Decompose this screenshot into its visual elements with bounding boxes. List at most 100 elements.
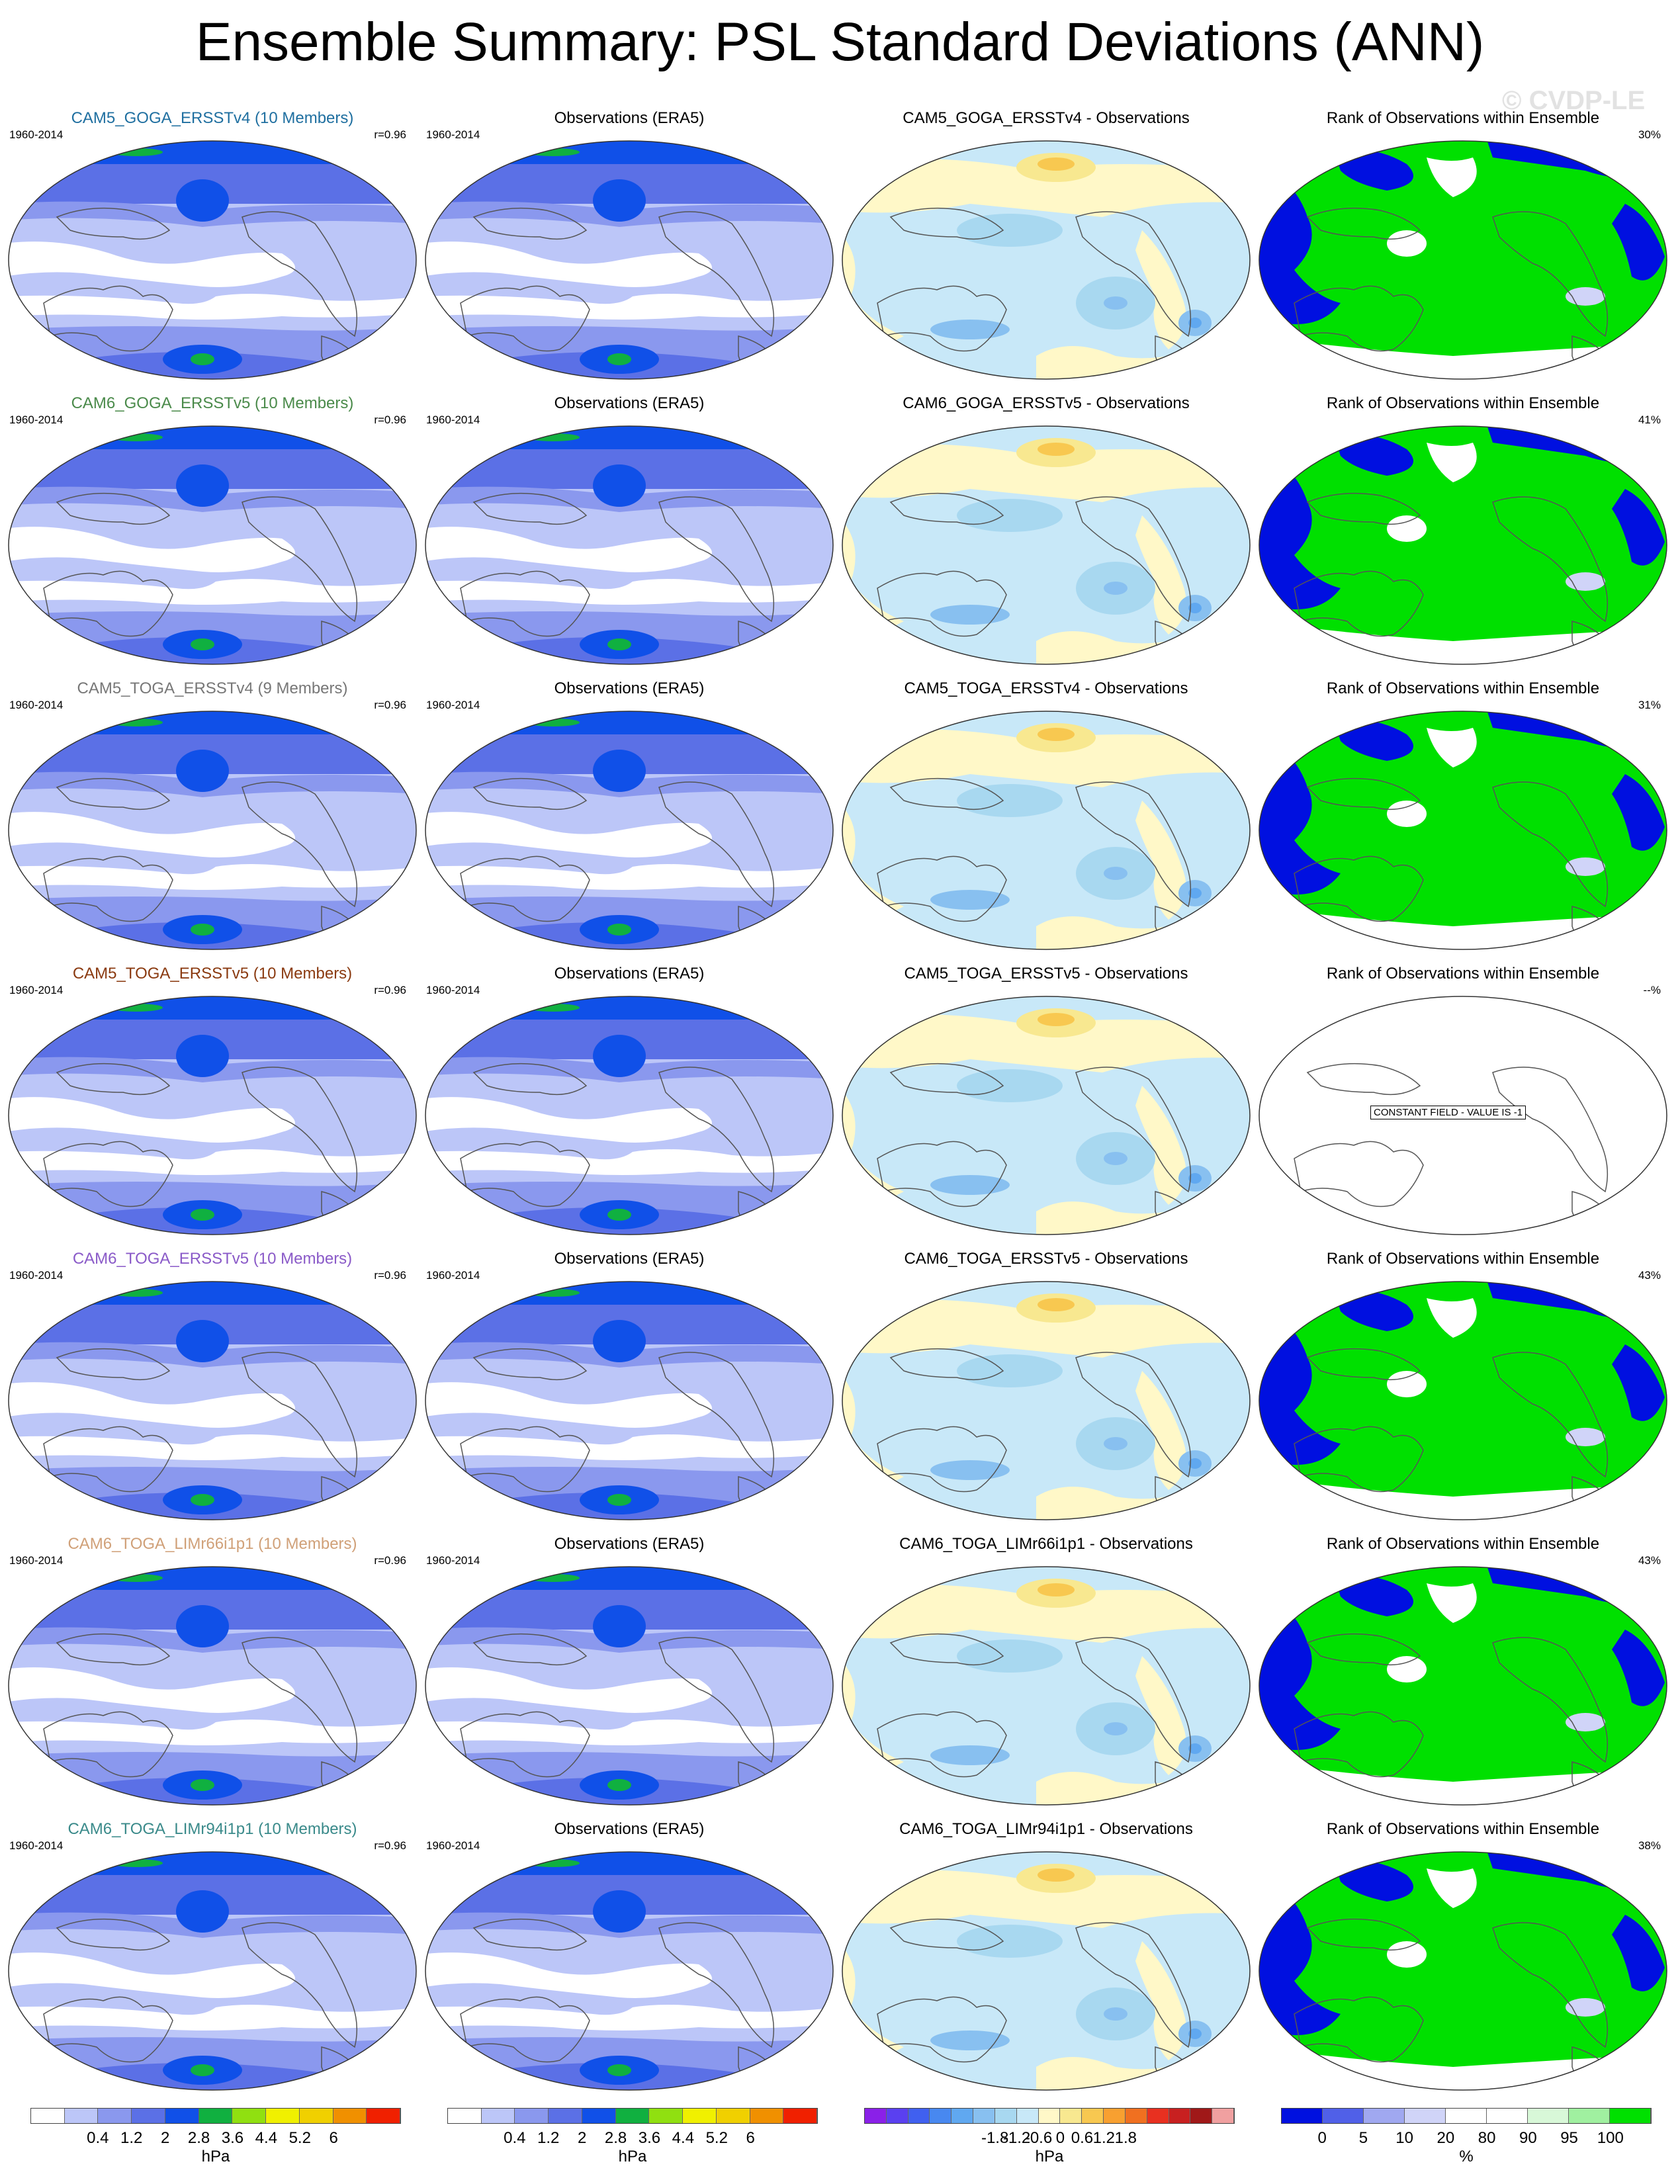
obs-panel-map (425, 425, 834, 665)
color-swatch (1212, 2109, 1235, 2123)
tick-label: -0.6 (1024, 2129, 1053, 2147)
panel-title: Observations (ERA5) (554, 1820, 705, 1838)
color-swatch (1405, 2109, 1446, 2123)
obs-panel: Observations (ERA5) 1960-2014 (421, 384, 838, 670)
tick-label: 1.8 (1114, 2129, 1137, 2147)
pattern-correlation: r=0.96 (374, 128, 406, 141)
tick-label: 3.6 (638, 2129, 661, 2147)
color-swatch (1487, 2109, 1528, 2123)
color-swatch (1147, 2109, 1169, 2123)
obs-panel-map (425, 140, 834, 380)
year-range: 1960-2014 (426, 984, 480, 996)
diff-panel: CAM5_GOGA_ERSSTv4 - Observations (838, 99, 1255, 384)
year-range: 1960-2014 (9, 984, 64, 996)
color-swatch (865, 2109, 887, 2123)
color-swatch (515, 2109, 549, 2123)
tick-label: 5 (1358, 2129, 1368, 2147)
color-swatch (1610, 2109, 1651, 2123)
obs-panel-map (425, 996, 834, 1235)
panel-title: Rank of Observations within Ensemble (1326, 1535, 1600, 1553)
obs-panel: Observations (ERA5) 1960-2014 (421, 1525, 838, 1810)
color-swatch (951, 2109, 974, 2123)
year-range: 1960-2014 (426, 128, 480, 141)
colorbar-rank-swatches (1281, 2108, 1652, 2124)
rank-panel: Rank of Observations within Ensemble --% C… (1255, 955, 1671, 1240)
diff-panel-map (842, 711, 1251, 950)
color-swatch (1569, 2109, 1610, 2123)
unit-label: % (1459, 2148, 1474, 2165)
color-swatch (716, 2109, 750, 2123)
tick-label: 100 (1597, 2129, 1624, 2147)
model-panel-map (8, 1851, 417, 2091)
tick-label: 0 (1055, 2129, 1065, 2147)
color-swatch (266, 2109, 300, 2123)
colorbar-difference-ticks: -1.8 -1.2 -0.6 0 0.6 1.2 1.8 (864, 2129, 1235, 2149)
panel-title: Observations (ERA5) (554, 109, 705, 127)
figure-row: CAM5_TOGA_ERSSTv4 (9 Members) 1960-2014 r=… (0, 670, 1680, 955)
color-swatch (232, 2109, 267, 2123)
colorbar-rank-ticks: 0 5 10 20 80 90 95 100 (1281, 2129, 1652, 2149)
color-swatch (1190, 2109, 1213, 2123)
color-swatch (1016, 2109, 1039, 2123)
rank-panel: Rank of Observations within Ensemble 30% (1255, 99, 1671, 384)
page-title: Ensemble Summary: PSL Standard Deviation… (195, 12, 1485, 72)
color-swatch (930, 2109, 952, 2123)
color-swatch (64, 2109, 99, 2123)
obs-panel-map (425, 711, 834, 950)
diff-panel: CAM6_TOGA_ERSSTv5 - Observations (838, 1240, 1255, 1525)
panel-title: Rank of Observations within Ensemble (1326, 1820, 1600, 1838)
watermark: © CVDP-LE (1502, 86, 1646, 115)
diff-panel-map (842, 1851, 1251, 2091)
obs-panel-map (425, 1851, 834, 2091)
rank-panel: Rank of Observations within Ensemble 38% (1255, 1810, 1671, 2095)
year-range: 1960-2014 (9, 699, 64, 711)
year-range: 1960-2014 (426, 1554, 480, 1567)
color-swatch (750, 2109, 784, 2123)
pattern-correlation: r=0.96 (374, 699, 406, 711)
tick-label: 4.4 (255, 2129, 278, 2147)
color-swatch (1082, 2109, 1104, 2123)
model-panel: CAM5_GOGA_ERSSTv4 (10 Members) 1960-2014 r… (4, 99, 421, 384)
colorbar-difference: -1.8 -1.2 -0.6 0 0.6 1.2 1.8 hPa (864, 2108, 1235, 2181)
tick-label: 5.2 (705, 2129, 728, 2147)
color-swatch (1104, 2109, 1126, 2123)
obs-panel: Observations (ERA5) 1960-2014 (421, 1810, 838, 2095)
year-range: 1960-2014 (9, 1554, 64, 1567)
panel-title: CAM5_GOGA_ERSSTv4 (10 Members) (71, 109, 354, 127)
obs-panel: Observations (ERA5) 1960-2014 (421, 955, 838, 1240)
model-panel-map (8, 1566, 417, 1806)
unit-label: hPa (201, 2148, 230, 2165)
panel-title: Observations (ERA5) (554, 394, 705, 412)
model-panel-map (8, 996, 417, 1235)
rank-panel: Rank of Observations within Ensemble 43% (1255, 1240, 1671, 1525)
color-swatch (683, 2109, 717, 2123)
tick-label: 0.6 (1071, 2129, 1094, 2147)
color-swatch (299, 2109, 333, 2123)
diff-panel: CAM6_TOGA_LIMr66i1p1 - Observations (838, 1525, 1255, 1810)
rank-percent: 38% (1638, 1839, 1661, 1852)
color-swatch (1323, 2109, 1364, 2123)
year-range: 1960-2014 (426, 414, 480, 426)
obs-panel-map (425, 1566, 834, 1806)
tick-label: 10 (1395, 2129, 1414, 2147)
color-swatch (98, 2109, 132, 2123)
rank-percent: --% (1643, 984, 1661, 996)
panel-title: Rank of Observations within Ensemble (1326, 394, 1600, 412)
colorbar-difference-swatches (864, 2108, 1235, 2124)
figure-row: CAM5_TOGA_ERSSTv5 (10 Members) 1960-2014 r… (0, 955, 1680, 1240)
unit-label: hPa (618, 2148, 647, 2165)
tick-label: -1.2 (1002, 2129, 1031, 2147)
color-swatch (1169, 2109, 1191, 2123)
panel-title: CAM5_TOGA_ERSSTv4 - Observations (904, 679, 1188, 697)
diff-panel-map (842, 140, 1251, 380)
rank-panel: Rank of Observations within Ensemble 31% (1255, 670, 1671, 955)
obs-panel: Observations (ERA5) 1960-2014 (421, 1240, 838, 1525)
diff-panel: CAM5_TOGA_ERSSTv5 - Observations (838, 955, 1255, 1240)
panel-title: CAM6_TOGA_ERSSTv5 - Observations (904, 1250, 1188, 1268)
color-swatch (1060, 2109, 1083, 2123)
constant-field-label: CONSTANT FIELD - VALUE IS -1 (1370, 1106, 1526, 1119)
color-swatch (973, 2109, 995, 2123)
color-swatch (549, 2109, 582, 2123)
diff-panel-map (842, 1281, 1251, 1520)
rank-percent: 30% (1638, 128, 1661, 141)
